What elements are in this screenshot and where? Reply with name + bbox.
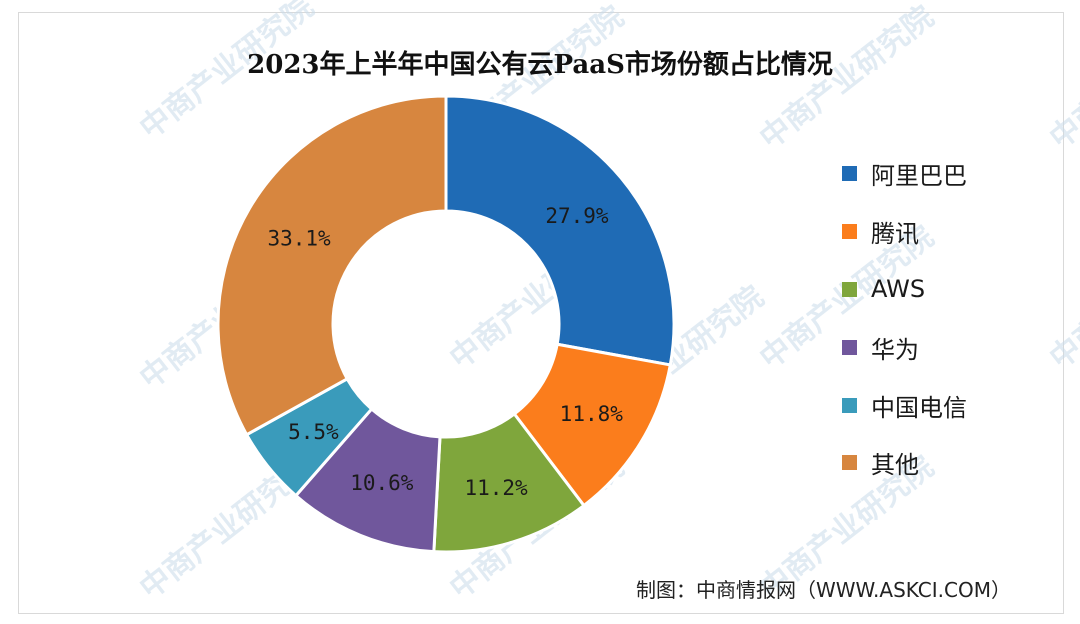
data-labels: 27.9% 11.8% 11.2% 10.6% 5.5% 33.1%: [267, 204, 623, 500]
legend-swatch: [842, 455, 857, 471]
chart-title: 2023年上半年中国公有云PaaS市场份额占比情况: [247, 50, 833, 80]
legend-swatch: [842, 281, 857, 297]
legend-swatch: [842, 224, 857, 240]
legend-item-tencent: 腾讯: [842, 203, 967, 261]
legend: 阿里巴巴 腾讯 AWS 华为 中国电信 其他: [842, 145, 967, 492]
legend-swatch: [842, 339, 857, 355]
data-label: 11.2%: [464, 476, 528, 500]
legend-label: AWS: [871, 275, 926, 304]
legend-label: 其他: [871, 451, 919, 480]
legend-item-huawei: 华为: [842, 318, 967, 376]
legend-item-other: 其他: [842, 434, 967, 492]
legend-label: 阿里巴巴: [871, 162, 967, 191]
legend-item-aws: AWS: [842, 261, 967, 319]
source-note: 制图：中商情报网（WWW.ASKCI.COM）: [636, 578, 1011, 602]
watermark-text: 中商产业研究院: [1043, 219, 1080, 376]
legend-item-china-telecom: 中国电信: [842, 376, 967, 434]
legend-swatch: [842, 397, 857, 413]
donut-slices: [216, 94, 676, 554]
data-label: 27.9%: [545, 204, 609, 228]
donut-slice: [444, 94, 676, 367]
data-label: 10.6%: [350, 471, 414, 495]
data-label: 33.1%: [267, 227, 331, 251]
legend-label: 华为: [871, 335, 919, 364]
data-label: 5.5%: [288, 420, 339, 444]
legend-label: 腾讯: [871, 220, 919, 249]
legend-label: 中国电信: [871, 393, 967, 422]
legend-item-alibaba: 阿里巴巴: [842, 145, 967, 203]
donut-slice: [216, 94, 448, 437]
data-label: 11.8%: [560, 402, 624, 426]
legend-swatch: [842, 166, 857, 182]
